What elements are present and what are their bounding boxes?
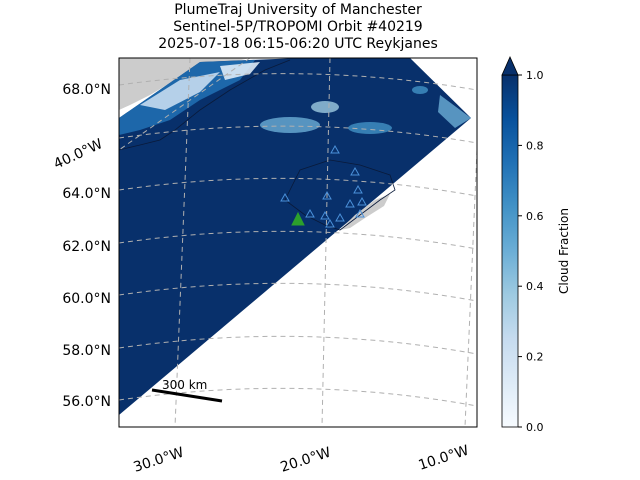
volcano-marker: [291, 211, 305, 226]
scale-bar: [151, 388, 223, 403]
lon-label-30w: 30.0°W: [132, 445, 187, 476]
colorbar-tick-label: 0.8: [526, 139, 544, 152]
lon-label-10w: 10.0°W: [417, 443, 472, 474]
map-frame: [118, 57, 478, 428]
colorbar-extend-arrow: [501, 56, 519, 76]
lat-label-58: 58.0°N: [62, 343, 111, 359]
title-line-1: PlumeTraj University of Manchester: [174, 2, 422, 18]
coastline-greenland: [119, 59, 291, 151]
greenland-land: [119, 58, 250, 110]
lat-label-64: 64.0°N: [62, 186, 111, 202]
cloud-fraction-swath: [119, 58, 471, 415]
colorbar-tick-label: 0.0: [526, 421, 544, 434]
graticule: [119, 58, 477, 427]
lon-label-40w: 40.0°W: [51, 136, 105, 173]
title-line-3: 2025-07-18 06:15-06:20 UTC Reykjanes: [158, 36, 438, 52]
colorbar-label: Cloud Fraction: [557, 208, 571, 294]
lat-label-62: 62.0°N: [62, 239, 111, 255]
colorbar-ticks: 1.0 0.8 0.6 0.4 0.2 0.0: [518, 69, 544, 434]
map-panel: 300 km: [119, 58, 477, 427]
lat-label-68: 68.0°N: [62, 82, 111, 98]
colorbar-gradient: [501, 74, 519, 428]
title-line-2: Sentinel-5P/TROPOMI Orbit #40219: [173, 19, 422, 35]
cloud-patches: [119, 60, 471, 135]
coastline-iceland: [284, 159, 396, 231]
colorbar-tick-label: 1.0: [526, 69, 544, 82]
colorbar: 1.0 0.8 0.6 0.4 0.2 0.0 Cloud Fraction: [501, 56, 571, 434]
scale-bar-label: 300 km: [162, 378, 207, 392]
lat-label-60: 60.0°N: [62, 291, 111, 307]
lon-label-20w: 20.0°W: [279, 445, 334, 476]
colorbar-tick-label: 0.2: [526, 351, 544, 364]
colorbar-tick-label: 0.4: [526, 280, 544, 293]
vent-markers: [280, 144, 367, 228]
lat-label-56: 56.0°N: [62, 394, 111, 410]
colorbar-tick-label: 0.6: [526, 210, 544, 223]
